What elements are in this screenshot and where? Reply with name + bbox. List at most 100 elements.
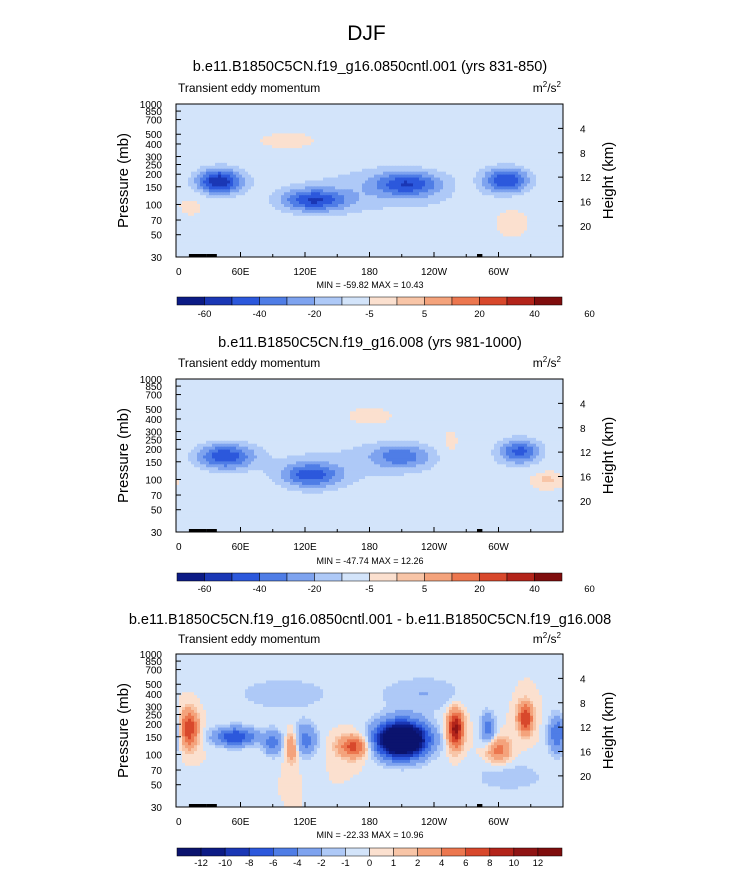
field-cell — [491, 180, 495, 185]
field-cell — [419, 104, 423, 108]
field-cell — [242, 130, 246, 135]
field-cell — [398, 127, 402, 132]
field-cell — [194, 171, 198, 176]
field-cell — [449, 133, 453, 137]
field-cell — [263, 154, 267, 158]
field-cell — [176, 206, 180, 211]
field-cell — [311, 127, 315, 132]
field-cell — [185, 183, 189, 187]
field-cell — [185, 133, 189, 137]
field-cell — [365, 118, 369, 123]
field-cell — [374, 142, 378, 146]
field-cell — [494, 139, 498, 143]
field-cell — [458, 112, 462, 117]
field-cell — [326, 215, 330, 220]
field-cell — [197, 189, 201, 193]
field-cell — [233, 215, 237, 220]
field-cell — [494, 198, 498, 202]
field-cell — [509, 127, 513, 132]
field-cell — [305, 142, 309, 146]
field-cell — [389, 148, 393, 152]
field-cell — [272, 186, 276, 190]
field-cell — [404, 130, 408, 135]
field-cell — [410, 180, 414, 185]
field-cell — [551, 112, 555, 117]
field-cell — [557, 142, 561, 146]
field-cell — [452, 162, 456, 167]
field-cell — [356, 174, 360, 179]
field-cell — [473, 154, 477, 158]
field-cell — [200, 159, 204, 164]
field-cell — [401, 156, 405, 161]
field-cell — [371, 139, 375, 143]
field-cell — [548, 142, 552, 146]
field-cell — [239, 206, 243, 211]
field-cell — [371, 130, 375, 135]
field-cell — [476, 159, 480, 164]
field-cell — [488, 112, 492, 117]
field-cell — [230, 186, 234, 190]
field-cell — [257, 136, 261, 140]
field-cell — [527, 195, 531, 199]
field-cell — [398, 159, 402, 164]
field-cell — [278, 156, 282, 161]
field-cell — [212, 177, 216, 182]
field-cell — [446, 145, 450, 149]
field-cell — [338, 209, 342, 214]
field-cell — [380, 192, 384, 196]
field-cell — [317, 171, 321, 176]
field-cell — [512, 162, 516, 167]
field-cell — [182, 142, 186, 146]
field-cell — [275, 212, 279, 217]
field-cell — [299, 198, 303, 202]
field-cell — [191, 130, 195, 135]
field-cell — [500, 109, 504, 114]
field-cell — [245, 156, 249, 161]
field-cell — [200, 133, 204, 137]
field-cell — [215, 159, 219, 164]
field-cell — [524, 156, 528, 161]
field-cell — [251, 104, 255, 108]
field-cell — [443, 192, 447, 196]
field-cell — [221, 177, 225, 182]
field-cell — [404, 206, 408, 211]
field-cell — [224, 115, 228, 120]
field-cell — [446, 186, 450, 190]
field-cell — [560, 109, 563, 114]
field-cell — [512, 165, 516, 170]
field-cell — [533, 206, 537, 211]
field-cell — [200, 204, 204, 208]
field-cell — [194, 159, 198, 164]
field-cell — [176, 156, 180, 161]
field-cell — [209, 130, 213, 135]
field-cell — [533, 201, 537, 205]
field-cell — [548, 201, 552, 205]
field-cell — [407, 142, 411, 146]
field-cell — [431, 183, 435, 187]
field-cell — [317, 189, 321, 193]
field-cell — [293, 206, 297, 211]
field-cell — [194, 198, 198, 202]
field-cell — [521, 174, 525, 179]
field-cell — [227, 112, 231, 117]
field-cell — [179, 136, 183, 140]
field-cell — [431, 168, 435, 173]
field-cell — [314, 186, 318, 190]
field-cell — [242, 195, 246, 199]
field-cell — [527, 136, 531, 140]
field-cell — [176, 136, 180, 140]
field-cell — [296, 109, 300, 114]
field-cell — [470, 106, 474, 111]
field-cell — [560, 133, 563, 137]
field-cell — [515, 171, 519, 176]
field-cell — [236, 118, 240, 123]
field-cell — [545, 130, 549, 135]
field-cell — [245, 104, 249, 108]
field-cell — [419, 148, 423, 152]
field-cell — [494, 183, 498, 187]
field-cell — [413, 209, 417, 214]
field-cell — [263, 118, 267, 123]
field-cell — [275, 171, 279, 176]
field-cell — [398, 206, 402, 211]
field-cell — [248, 106, 252, 111]
